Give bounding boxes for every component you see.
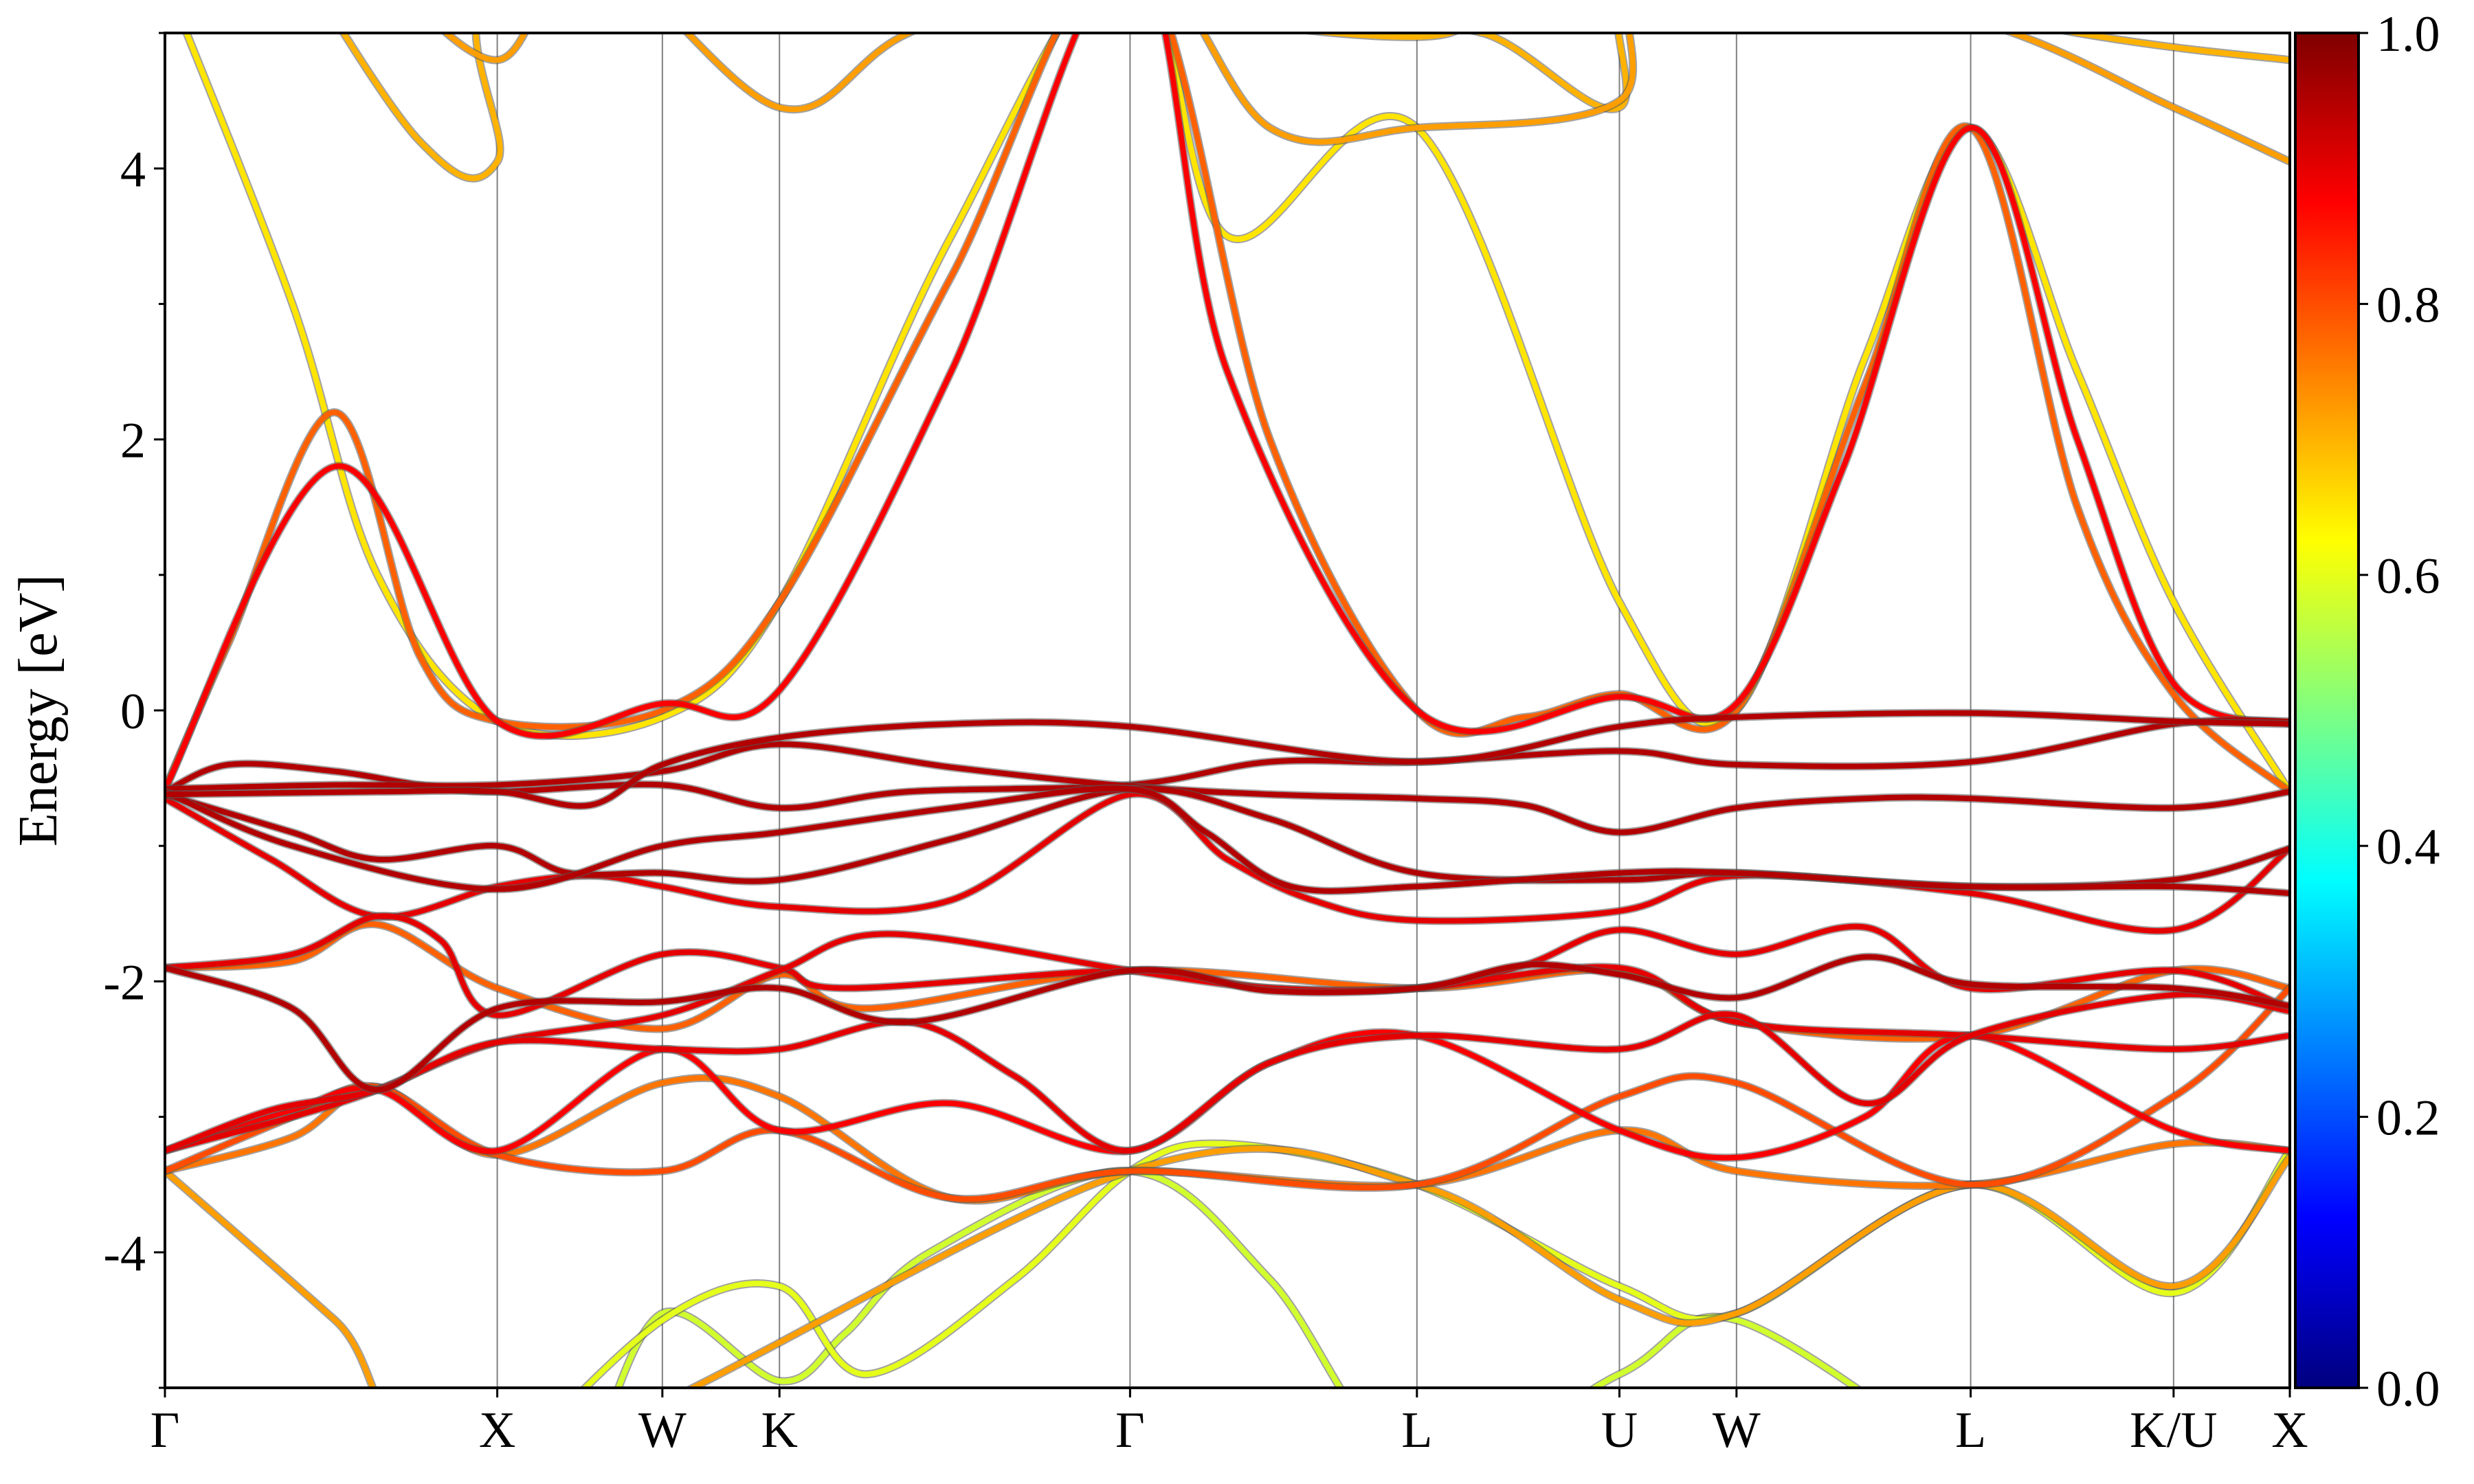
colorbar-tick-label: 0.0 — [2376, 1361, 2440, 1417]
band-line — [165, 710, 2290, 809]
band-line — [615, 1168, 1861, 1388]
band-line — [165, 991, 2290, 1154]
x-tick-label: W — [1713, 1402, 1761, 1459]
band-line — [165, 954, 2290, 1093]
x-tick-label: K/U — [2130, 1402, 2217, 1459]
band-outline — [440, 33, 2290, 166]
x-tick-label: U — [1601, 1402, 1638, 1459]
x-tick-label: L — [1955, 1402, 1986, 1459]
band-line — [442, 33, 2290, 165]
colorbar-tick-label: 0.2 — [2376, 1090, 2440, 1147]
band-line — [165, 741, 2290, 835]
y-axis-label: Energy [eV] — [8, 574, 69, 846]
x-tick-label: Γ — [1115, 1402, 1145, 1459]
colorbar-tick-label: 0.8 — [2376, 277, 2440, 333]
x-tick-label: W — [638, 1402, 687, 1459]
colorbar-tick-label: 0.4 — [2376, 819, 2440, 875]
y-tick-label: 2 — [120, 413, 146, 469]
x-tick-label: X — [479, 1402, 515, 1459]
bands — [165, 33, 2290, 1388]
y-tick-label: 4 — [120, 142, 146, 198]
x-tick-label: K — [761, 1402, 797, 1459]
y-tick-label: -2 — [103, 954, 146, 1011]
colorbar-ticks: 0.0 0.2 0.4 0.6 0.8 1.0 — [2359, 6, 2440, 1417]
x-tick-label: L — [1401, 1402, 1432, 1459]
y-tick-label: -4 — [103, 1226, 146, 1282]
band-line — [165, 985, 2290, 1202]
x-tick-label: X — [2271, 1402, 2308, 1459]
x-axis: Γ X W K Γ L U W L K/U X — [151, 1388, 2308, 1459]
y-axis: -4 -2 0 2 4 — [103, 32, 165, 1389]
y-tick-label: 0 — [120, 684, 146, 740]
x-tick-label: Γ — [151, 1402, 180, 1459]
band-line — [165, 785, 2290, 897]
colorbar — [2294, 32, 2360, 1389]
colorbar-tick-label: 1.0 — [2376, 6, 2440, 63]
band-line — [340, 33, 2290, 181]
colorbar-tick-label: 0.6 — [2376, 548, 2440, 605]
band-line — [165, 33, 2290, 792]
